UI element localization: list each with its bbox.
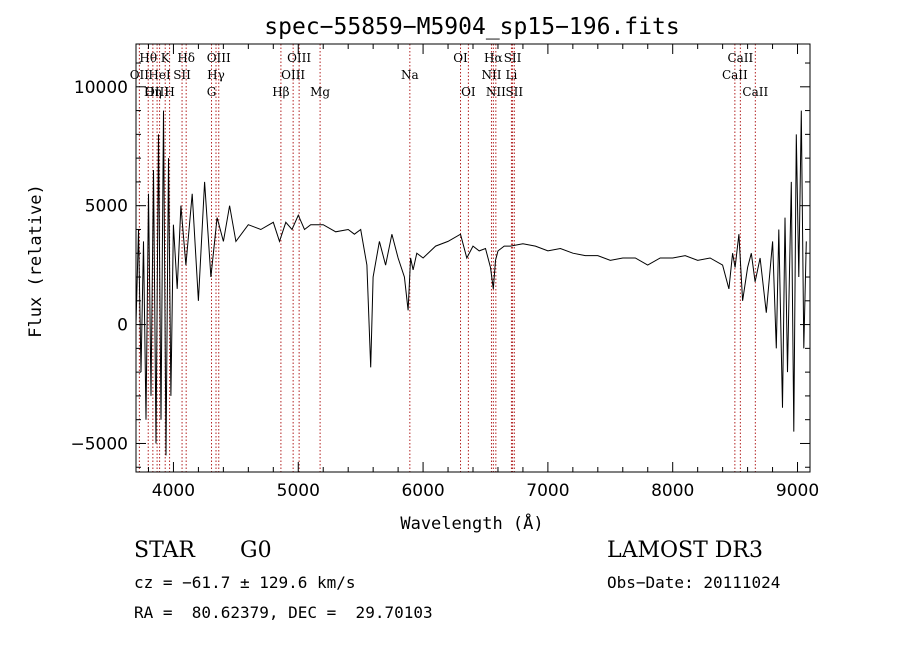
line-marker-label: Li xyxy=(506,68,518,82)
x-axis-label: Wavelength (Å) xyxy=(400,512,543,534)
x-tick-label: 6000 xyxy=(401,481,444,501)
line-marker-label: NII xyxy=(481,68,501,82)
line-marker-label: Hη xyxy=(144,85,162,99)
y-tick-label: −5000 xyxy=(70,434,128,454)
x-tick-label: 4000 xyxy=(152,481,195,501)
line-marker-label: SII xyxy=(504,51,522,65)
sky-coordinates: RA = 80.62379, DEC = 29.70103 xyxy=(134,603,433,622)
y-tick-label: 10000 xyxy=(74,78,128,98)
line-marker-label: SII xyxy=(505,85,523,99)
spectrum-series xyxy=(135,110,807,456)
line-marker-label: Hδ xyxy=(177,51,195,65)
line-marker-label: OIII xyxy=(281,68,305,82)
radial-velocity: cz = −61.7 ± 129.6 km/s xyxy=(134,573,356,592)
survey-name: LAMOST DR3 xyxy=(607,538,763,563)
x-tick-label: 5000 xyxy=(277,481,320,501)
line-marker-label: H xyxy=(164,85,174,99)
line-marker-label: OIII xyxy=(207,51,231,65)
y-tick-label: 0 xyxy=(117,316,128,336)
line-marker-label: HeI xyxy=(148,68,171,82)
line-marker-label: CaII xyxy=(722,68,748,82)
y-axis-label: Flux (relative) xyxy=(26,184,46,338)
line-marker-label: K xyxy=(161,51,171,65)
line-marker-label: Hβ xyxy=(272,85,289,99)
spectral-subclass: G0 xyxy=(240,538,272,563)
line-marker-label: G xyxy=(207,85,217,99)
line-marker-label: CaII xyxy=(742,85,768,99)
x-tick-label: 7000 xyxy=(526,481,569,501)
y-tick-label: 5000 xyxy=(85,197,128,217)
line-marker-label: Mg xyxy=(310,85,330,99)
line-marker-label: OIII xyxy=(145,85,169,99)
line-marker-label: Hγ xyxy=(207,68,225,82)
line-marker-label: Hθ xyxy=(139,51,157,65)
line-marker-label: Hα xyxy=(484,51,503,65)
line-marker-label: CaII xyxy=(727,51,753,65)
x-tick-label: 9000 xyxy=(776,481,819,501)
object-class: STAR xyxy=(134,538,195,563)
chart-title: spec−55859−M5904_sp15−196.fits xyxy=(264,14,679,40)
line-marker-label: OII xyxy=(130,68,150,82)
spectrum-line xyxy=(135,110,807,456)
line-marker-label: NII xyxy=(486,85,506,99)
observation-date: Obs−Date: 20111024 xyxy=(607,573,781,592)
line-marker-label: Na xyxy=(401,68,419,82)
x-tick-label: 8000 xyxy=(651,481,694,501)
line-marker-label: OI xyxy=(461,85,476,99)
axis-ticks: 4000 5000 6000 7000 8000 9000 −5000 0 5000 10000 xyxy=(70,44,819,501)
line-marker-label: OIII xyxy=(287,51,311,65)
line-marker-label: OI xyxy=(453,51,468,65)
line-marker-label: SII xyxy=(173,68,191,82)
